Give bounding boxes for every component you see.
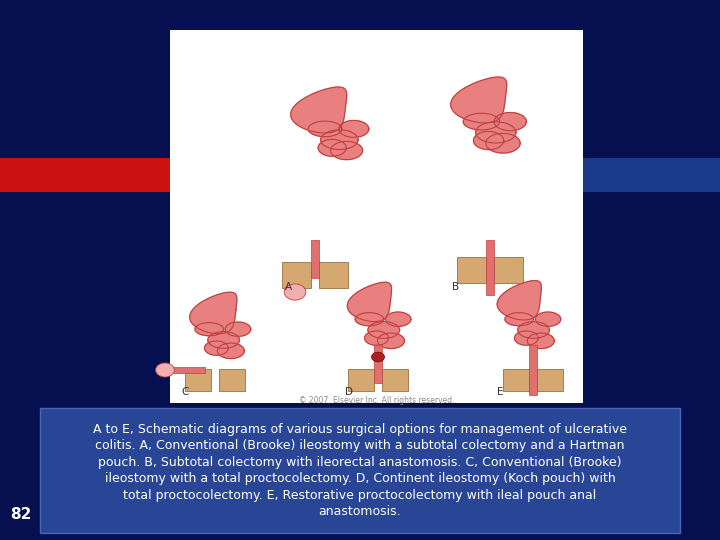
- Text: C: C: [181, 387, 189, 397]
- FancyBboxPatch shape: [172, 367, 205, 373]
- Text: © 2007, Elsevier Inc. All rights reserved.: © 2007, Elsevier Inc. All rights reserve…: [299, 396, 454, 405]
- Polygon shape: [463, 113, 500, 130]
- Polygon shape: [368, 322, 400, 339]
- Polygon shape: [451, 77, 507, 123]
- Polygon shape: [474, 131, 504, 150]
- Polygon shape: [476, 122, 516, 143]
- Polygon shape: [320, 130, 358, 150]
- Polygon shape: [355, 313, 384, 326]
- Polygon shape: [365, 331, 389, 345]
- FancyBboxPatch shape: [529, 345, 536, 395]
- Text: A to E, Schematic diagrams of various surgical options for management of ulcerat: A to E, Schematic diagrams of various su…: [93, 423, 627, 518]
- Text: A: A: [285, 282, 292, 292]
- FancyBboxPatch shape: [457, 257, 486, 283]
- Polygon shape: [225, 322, 251, 336]
- Bar: [583, 158, 720, 192]
- FancyBboxPatch shape: [537, 369, 562, 392]
- FancyBboxPatch shape: [320, 262, 348, 288]
- Circle shape: [284, 284, 306, 300]
- Polygon shape: [330, 141, 362, 160]
- Polygon shape: [494, 112, 526, 131]
- FancyBboxPatch shape: [311, 240, 320, 278]
- Polygon shape: [498, 281, 541, 320]
- Text: B: B: [452, 282, 459, 292]
- FancyBboxPatch shape: [220, 369, 245, 392]
- FancyBboxPatch shape: [503, 369, 528, 392]
- Text: D: D: [345, 387, 353, 397]
- Polygon shape: [347, 282, 392, 322]
- Polygon shape: [536, 312, 561, 326]
- Polygon shape: [377, 333, 405, 348]
- FancyBboxPatch shape: [282, 262, 311, 288]
- Polygon shape: [195, 323, 223, 336]
- Circle shape: [372, 352, 384, 362]
- Polygon shape: [318, 139, 346, 156]
- Polygon shape: [308, 121, 342, 137]
- FancyBboxPatch shape: [486, 240, 495, 295]
- Bar: [170, 30, 583, 403]
- Polygon shape: [515, 331, 539, 345]
- FancyBboxPatch shape: [348, 369, 374, 392]
- Polygon shape: [505, 313, 534, 326]
- Circle shape: [156, 363, 174, 377]
- Polygon shape: [385, 312, 411, 326]
- FancyBboxPatch shape: [186, 369, 211, 392]
- Polygon shape: [208, 332, 240, 348]
- Polygon shape: [527, 333, 554, 348]
- Polygon shape: [190, 292, 237, 334]
- FancyBboxPatch shape: [374, 345, 382, 383]
- Polygon shape: [217, 343, 244, 359]
- Polygon shape: [291, 87, 346, 133]
- Text: 82: 82: [10, 507, 32, 522]
- FancyBboxPatch shape: [495, 257, 523, 283]
- Polygon shape: [339, 120, 369, 137]
- FancyBboxPatch shape: [40, 408, 680, 533]
- Polygon shape: [518, 322, 549, 339]
- FancyBboxPatch shape: [382, 369, 408, 392]
- Text: E: E: [497, 387, 503, 397]
- Bar: [0, 158, 170, 192]
- Polygon shape: [204, 341, 228, 355]
- Polygon shape: [486, 133, 520, 153]
